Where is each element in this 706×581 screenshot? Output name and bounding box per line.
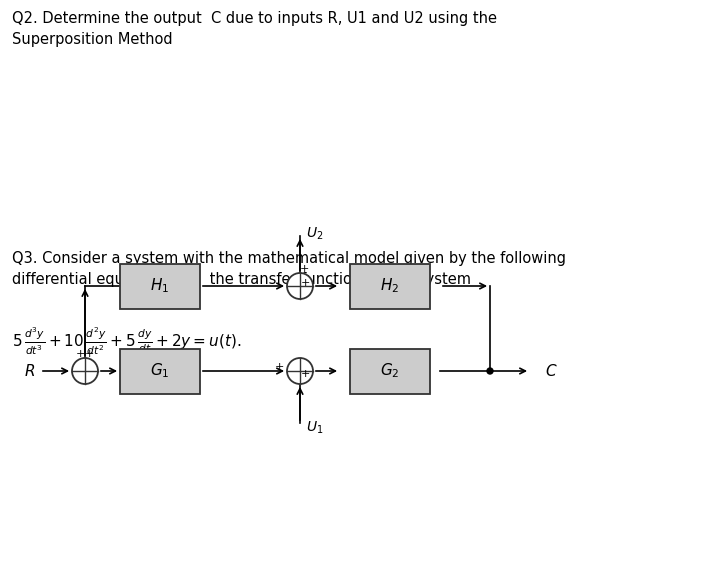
Text: $R$: $R$ [25, 363, 35, 379]
Text: $U_2$: $U_2$ [306, 226, 323, 242]
FancyBboxPatch shape [120, 264, 200, 309]
Text: $H_2$: $H_2$ [381, 277, 400, 295]
Text: +: + [84, 349, 94, 359]
Circle shape [287, 273, 313, 299]
FancyBboxPatch shape [120, 349, 200, 393]
Text: $U_1$: $U_1$ [306, 419, 323, 436]
Text: +: + [299, 264, 309, 274]
Text: $G_2$: $G_2$ [381, 361, 400, 381]
Text: +: + [300, 278, 310, 288]
Text: +: + [300, 369, 310, 379]
Text: Q2. Determine the output  C due to inputs R, U1 and U2 using the
Superposition M: Q2. Determine the output C due to inputs… [12, 11, 497, 47]
Circle shape [487, 368, 493, 374]
Text: +: + [275, 362, 284, 372]
Text: $G_1$: $G_1$ [150, 361, 169, 381]
Text: $C$: $C$ [545, 363, 558, 379]
FancyBboxPatch shape [350, 264, 430, 309]
Text: $H_1$: $H_1$ [150, 277, 169, 295]
FancyBboxPatch shape [350, 349, 430, 393]
Text: Q3. Consider a system with the mathematical model given by the following
differe: Q3. Consider a system with the mathemati… [12, 251, 566, 287]
Text: $5\,\frac{d^3y}{dt^3} + 10\,\frac{d^2y}{dt^2} + 5\,\frac{dy}{dt} + 2y = u(t).$: $5\,\frac{d^3y}{dt^3} + 10\,\frac{d^2y}{… [12, 326, 241, 357]
Circle shape [287, 358, 313, 384]
Circle shape [72, 358, 98, 384]
Text: +: + [76, 349, 85, 359]
